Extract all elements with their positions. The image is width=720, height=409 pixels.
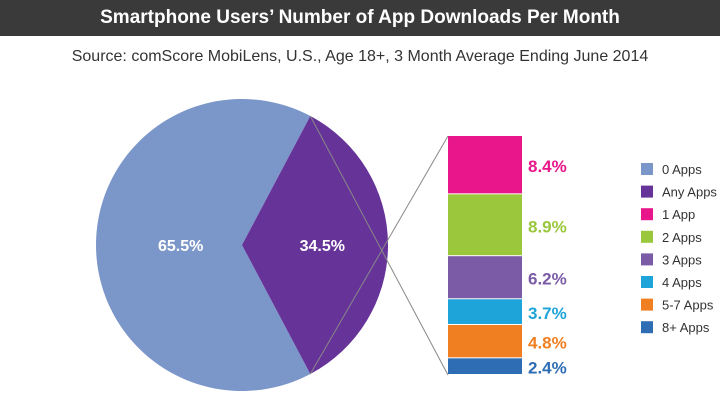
- bar-segment-3-apps: [448, 256, 522, 299]
- legend-label-any-apps: Any Apps: [662, 185, 717, 200]
- legend-swatch-2-apps: [641, 230, 653, 243]
- legend-label-2-apps: 2 Apps: [662, 230, 702, 245]
- legend-swatch-3-apps: [641, 253, 653, 266]
- bar-label-8-apps: 2.4%: [528, 359, 567, 378]
- chart-title: Smartphone Users’ Number of App Download…: [0, 0, 720, 36]
- chart-subtitle: Source: comScore MobiLens, U.S., Age 18+…: [71, 48, 649, 65]
- legend-swatch-4-apps: [641, 276, 653, 288]
- pie-slice-any-apps: [242, 115, 389, 375]
- bar-segment-1-app: [448, 136, 522, 194]
- bar-segment-5-7-apps: [448, 324, 522, 358]
- legend-label-3-apps: 3 Apps: [662, 252, 702, 267]
- legend-label-5-7-apps: 5-7 Apps: [662, 298, 714, 313]
- legend-swatch-8-apps: [641, 321, 653, 334]
- legend-swatch-1-app: [641, 208, 653, 221]
- bar-segment-4-apps: [448, 299, 522, 324]
- legend-label-8-apps: 8+ Apps: [662, 320, 710, 335]
- legend-swatch-any-apps: [641, 185, 653, 198]
- pie-slice-0-apps: [96, 98, 311, 392]
- bar-segment-2-apps: [448, 194, 522, 256]
- bar-segment-8-apps: [448, 358, 522, 374]
- bar-label-4-apps: 3.7%: [528, 304, 567, 323]
- connector-line-bottom: [309, 115, 449, 376]
- connector-line-top: [309, 135, 449, 375]
- bar-label-5-7-apps: 4.8%: [528, 334, 567, 353]
- legend-swatch-0-apps: [641, 163, 653, 175]
- pie-label-any-apps: 34.5%: [300, 238, 345, 255]
- legend-label-1-app: 1 App: [662, 207, 695, 222]
- bar-label-2-apps: 8.9%: [528, 217, 567, 236]
- legend-label-0-apps: 0 Apps: [662, 162, 702, 177]
- legend-label-4-apps: 4 Apps: [662, 275, 702, 290]
- pie-label-0-apps: 65.5%: [158, 238, 203, 255]
- legend-swatch-5-7-apps: [641, 298, 653, 311]
- bar-label-1-app: 8.4%: [528, 157, 567, 176]
- bar-label-3-apps: 6.2%: [528, 270, 567, 289]
